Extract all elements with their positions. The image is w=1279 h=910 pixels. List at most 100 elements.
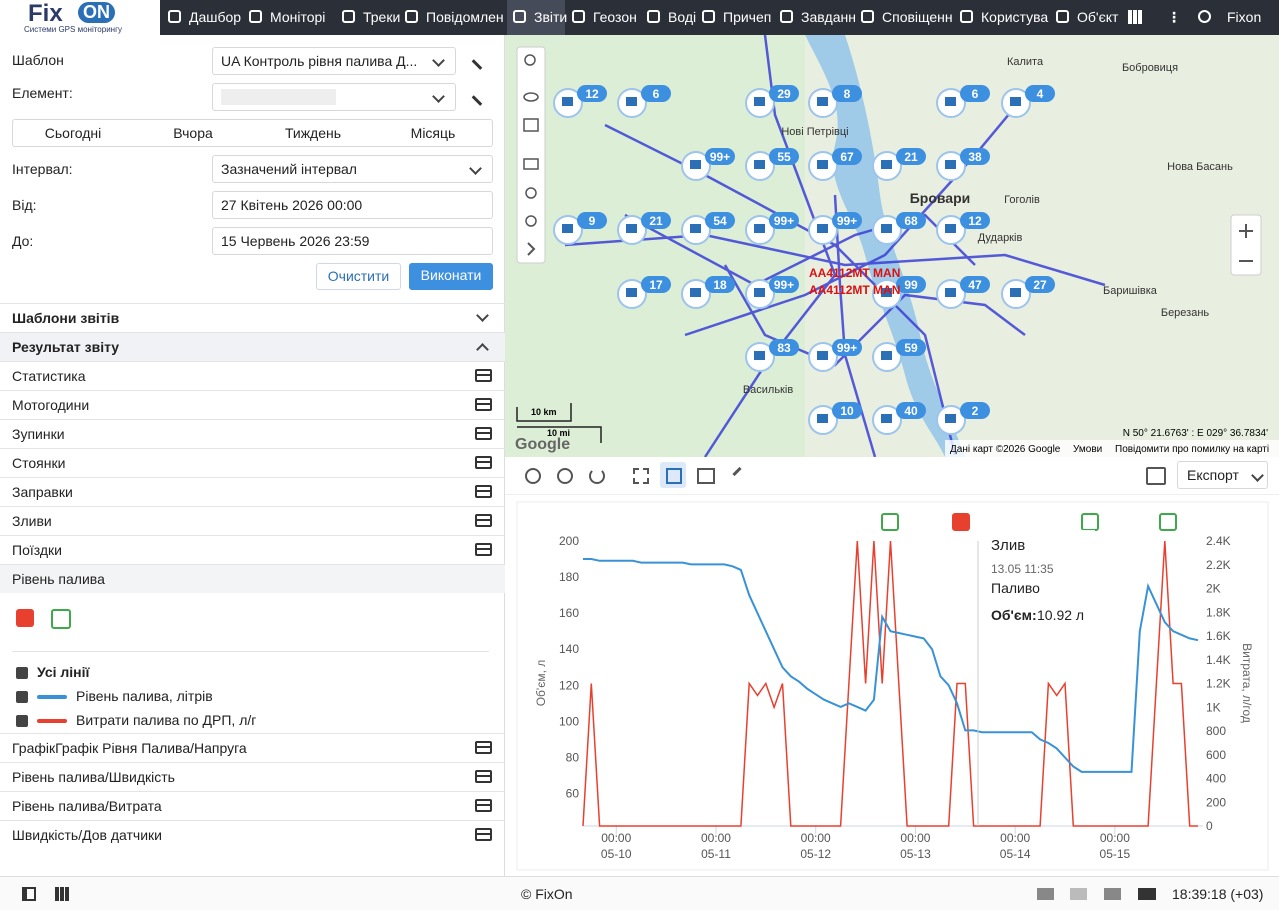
cluster-marker[interactable]: 6 bbox=[617, 85, 671, 118]
cluster-marker[interactable]: 27 bbox=[1001, 276, 1055, 309]
map[interactable]: 12 6 29 8 6 4 99+ 55 67 21 38 9 21 54 99+ 99+ 68 12 17 18 99… bbox=[505, 35, 1279, 457]
section-header[interactable]: Шаблони звітів bbox=[0, 303, 505, 332]
cluster-marker[interactable]: 99+ bbox=[745, 212, 799, 245]
period-tab[interactable]: Вчора bbox=[173, 125, 213, 141]
panel-toggle[interactable] bbox=[22, 887, 36, 901]
table-icon[interactable] bbox=[475, 543, 492, 556]
cluster-marker[interactable]: 40 bbox=[872, 402, 926, 435]
map-control-bar[interactable] bbox=[516, 46, 546, 264]
report-row[interactable]: Рівень палива/Швидкість bbox=[0, 762, 505, 791]
period-tab[interactable]: Місяць bbox=[410, 125, 456, 141]
zoom-out-icon[interactable] bbox=[557, 468, 573, 484]
to-input[interactable]: 15 Червень 2026 23:59 bbox=[212, 227, 493, 255]
event-icon[interactable] bbox=[1159, 513, 1177, 531]
cluster-marker[interactable]: 38 bbox=[936, 148, 990, 181]
report-row[interactable]: Заправки bbox=[0, 477, 505, 506]
nav-item[interactable]: Завданн bbox=[801, 9, 856, 25]
event-icon[interactable] bbox=[881, 513, 899, 531]
report-row[interactable]: Статистика bbox=[0, 361, 505, 390]
report-row[interactable]: ГрафікГрафік Рівня Палива/Напруга bbox=[0, 733, 505, 762]
cluster-marker[interactable]: 17 bbox=[617, 276, 671, 309]
template-select[interactable]: UA Контроль рівня палива Д... bbox=[212, 47, 456, 75]
report-row[interactable]: Рівень палива/Витрата bbox=[0, 791, 505, 820]
cluster-marker[interactable]: 10 bbox=[808, 402, 862, 435]
element-select[interactable] bbox=[212, 83, 456, 111]
table-icon[interactable] bbox=[475, 456, 492, 469]
cluster-marker[interactable]: 29 bbox=[745, 85, 799, 118]
nav-item[interactable]: Воді bbox=[668, 9, 697, 25]
table-icon[interactable] bbox=[475, 427, 492, 440]
table-icon[interactable] bbox=[475, 398, 492, 411]
cluster-marker[interactable]: 18 bbox=[681, 276, 735, 309]
apps-icon[interactable] bbox=[1128, 10, 1142, 24]
cluster-marker[interactable]: 54 bbox=[681, 212, 735, 245]
table-icon[interactable] bbox=[475, 828, 492, 841]
select-icon[interactable] bbox=[633, 468, 649, 484]
wrench-icon[interactable] bbox=[471, 52, 490, 70]
cluster-marker[interactable]: 6 bbox=[936, 85, 990, 118]
period-tab[interactable]: Тиждень bbox=[284, 125, 342, 141]
nav-item[interactable]: Моніторі bbox=[270, 9, 326, 25]
user-name[interactable]: Fixon bbox=[1227, 9, 1262, 25]
cluster-marker[interactable]: 99+ bbox=[808, 212, 862, 245]
cluster-marker[interactable]: 47 bbox=[936, 276, 990, 309]
ruler-icon[interactable] bbox=[523, 158, 539, 170]
checkbox[interactable] bbox=[16, 667, 28, 679]
print-icon[interactable] bbox=[1146, 467, 1166, 485]
report-row[interactable]: Зупинки bbox=[0, 419, 505, 448]
route-icon[interactable] bbox=[525, 187, 537, 199]
cluster-marker[interactable]: 8 bbox=[808, 85, 862, 118]
cluster-marker[interactable]: 55 bbox=[745, 148, 799, 181]
run-button[interactable]: Виконати bbox=[409, 263, 493, 290]
report-row[interactable]: Рівень палива bbox=[0, 564, 505, 593]
cluster-marker[interactable]: 2 bbox=[936, 402, 990, 435]
nav-item[interactable]: Звіти bbox=[534, 9, 568, 25]
cluster-marker[interactable]: 21 bbox=[872, 148, 926, 181]
table-icon[interactable] bbox=[475, 770, 492, 783]
cluster-marker[interactable]: 21 bbox=[617, 212, 671, 245]
table-icon[interactable] bbox=[475, 741, 492, 754]
period-tab[interactable]: Сьогодні bbox=[44, 125, 102, 141]
measure-icon[interactable] bbox=[697, 468, 715, 484]
expand-icon[interactable] bbox=[527, 242, 536, 256]
table-icon[interactable] bbox=[475, 369, 492, 382]
cluster-marker[interactable]: 99+ bbox=[808, 339, 862, 372]
logo[interactable]: Fix ON Системи GPS моніторингу bbox=[0, 0, 160, 35]
table-icon[interactable] bbox=[475, 514, 492, 527]
table-icon[interactable] bbox=[475, 799, 492, 812]
search-icon[interactable] bbox=[524, 54, 536, 66]
from-input[interactable]: 27 Квітень 2026 00:00 bbox=[212, 191, 493, 219]
nav-item[interactable]: Причеп bbox=[723, 9, 772, 25]
event-icon[interactable] bbox=[952, 513, 970, 531]
layers-icon[interactable] bbox=[523, 118, 539, 132]
cluster-marker[interactable]: 9 bbox=[553, 212, 607, 245]
cluster-marker[interactable]: 83 bbox=[745, 339, 799, 372]
zoom-in[interactable] bbox=[1239, 224, 1253, 238]
zoom-in-icon[interactable] bbox=[525, 468, 541, 484]
clear-button[interactable]: Очистити bbox=[316, 263, 401, 290]
nav-item[interactable]: Сповіщенн bbox=[882, 9, 953, 25]
nav-item[interactable]: Треки bbox=[363, 9, 401, 25]
fuel-drain-icon[interactable] bbox=[16, 609, 34, 627]
pen-icon[interactable] bbox=[732, 466, 742, 477]
event-icon[interactable] bbox=[1081, 513, 1099, 531]
report-row[interactable]: Швидкість/Дов датчики bbox=[0, 820, 505, 849]
report-row[interactable]: Стоянки bbox=[0, 448, 505, 477]
cluster-marker[interactable]: 59 bbox=[872, 339, 926, 372]
reset-icon[interactable] bbox=[589, 468, 605, 484]
interval-select[interactable]: Зазначений інтервал bbox=[212, 155, 493, 183]
cluster-marker[interactable]: 68 bbox=[872, 212, 926, 245]
checkbox[interactable] bbox=[16, 691, 28, 703]
cluster-marker[interactable]: 12 bbox=[936, 212, 990, 245]
report-row[interactable]: Зливи bbox=[0, 506, 505, 535]
nav-item[interactable]: Користува bbox=[981, 9, 1049, 25]
nav-item[interactable]: Повідомлен bbox=[426, 9, 504, 25]
cluster-marker[interactable]: 99+ bbox=[681, 148, 735, 181]
cluster-marker[interactable]: 12 bbox=[553, 85, 607, 118]
section-header[interactable]: Результат звіту bbox=[0, 332, 505, 361]
table-icon[interactable] bbox=[475, 485, 492, 498]
report-row[interactable]: Мотогодини bbox=[0, 390, 505, 419]
cluster-marker[interactable]: 4 bbox=[1001, 85, 1055, 118]
nav-item[interactable]: Геозон bbox=[593, 9, 637, 25]
vehicle-label[interactable]: AA4112MT MAN bbox=[809, 283, 900, 297]
